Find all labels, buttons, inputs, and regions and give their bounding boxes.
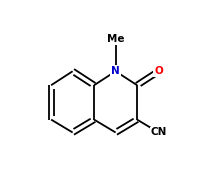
Text: Me: Me xyxy=(107,34,124,44)
Text: N: N xyxy=(111,66,120,76)
Text: O: O xyxy=(154,66,163,76)
Text: CN: CN xyxy=(150,128,167,138)
